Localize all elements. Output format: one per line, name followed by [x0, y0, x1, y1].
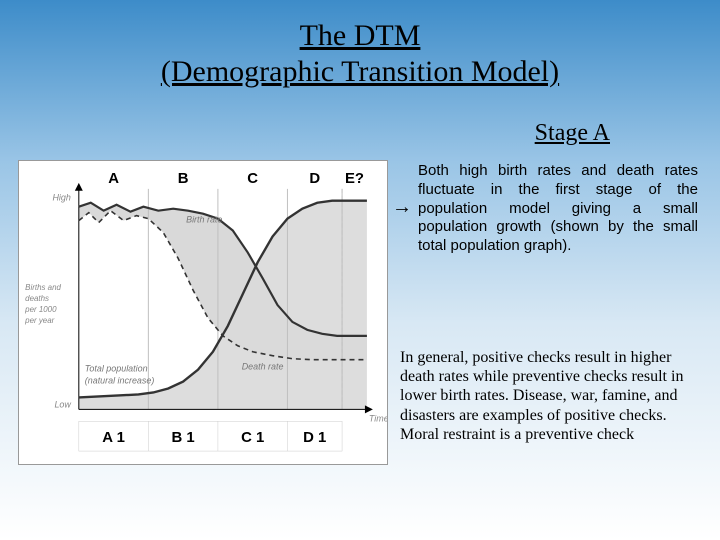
svg-text:B 1: B 1 — [172, 430, 195, 446]
svg-text:A 1: A 1 — [102, 430, 125, 446]
svg-text:Time: Time — [369, 413, 387, 423]
svg-text:Total population: Total population — [85, 364, 148, 374]
stage-heading: Stage A — [535, 120, 610, 147]
dtm-chart: A B C D E? A 1 B 1 C 1 D 1 High Low Time Births and d… — [18, 160, 388, 465]
svg-text:(natural increase): (natural increase) — [85, 376, 155, 386]
stage-description: Both high birth rates and death rates fl… — [418, 162, 698, 256]
svg-text:High: High — [52, 193, 70, 203]
title-line-1: The DTM — [0, 18, 720, 54]
svg-text:D 1: D 1 — [303, 430, 326, 446]
dtm-chart-svg: A B C D E? A 1 B 1 C 1 D 1 High Low Time Births and d… — [19, 161, 387, 464]
svg-text:per year: per year — [24, 316, 54, 325]
svg-text:A: A — [108, 171, 119, 187]
svg-text:Births and: Births and — [25, 283, 61, 292]
arrow-icon: → — [392, 196, 412, 219]
svg-text:C 1: C 1 — [241, 430, 264, 446]
title-block: The DTM (Demographic Transition Model) — [0, 0, 720, 90]
svg-text:B: B — [178, 171, 189, 187]
svg-text:D: D — [309, 171, 320, 187]
svg-text:C: C — [247, 171, 258, 187]
title-line-2: (Demographic Transition Model) — [0, 54, 720, 90]
svg-text:E?: E? — [345, 171, 364, 187]
svg-text:per 1000: per 1000 — [24, 305, 57, 314]
svg-text:deaths: deaths — [25, 294, 49, 303]
checks-description: In general, positive checks result in hi… — [400, 348, 700, 444]
svg-text:Birth rate: Birth rate — [186, 215, 222, 225]
svg-text:Death rate: Death rate — [242, 362, 284, 372]
svg-text:Low: Low — [54, 399, 71, 409]
